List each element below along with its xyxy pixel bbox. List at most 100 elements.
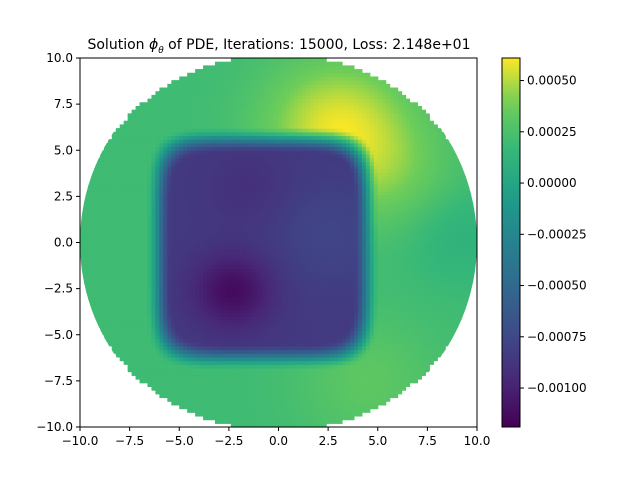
heatmap-cell bbox=[258, 393, 264, 399]
heatmap-cell bbox=[306, 319, 311, 325]
heatmap-cell bbox=[274, 371, 280, 376]
heatmap-cell bbox=[135, 253, 141, 258]
heatmap-cell bbox=[151, 194, 157, 199]
heatmap-cell bbox=[262, 102, 268, 107]
heatmap-cell bbox=[250, 393, 256, 399]
heatmap-cell bbox=[266, 249, 272, 255]
heatmap-cell bbox=[135, 128, 141, 133]
heatmap-cell bbox=[187, 331, 192, 336]
heatmap-cell bbox=[211, 209, 216, 214]
heatmap-cell bbox=[214, 323, 220, 328]
heatmap-cell bbox=[306, 150, 311, 155]
heatmap-cell bbox=[91, 257, 97, 262]
heatmap-cell bbox=[258, 194, 264, 199]
heatmap-cell bbox=[286, 367, 292, 373]
heatmap-cell bbox=[139, 246, 145, 251]
heatmap-cell bbox=[187, 386, 192, 391]
heatmap-cell bbox=[119, 128, 125, 133]
heatmap-cell bbox=[155, 308, 160, 314]
heatmap-cell bbox=[183, 253, 188, 258]
heatmap-cell bbox=[294, 297, 299, 303]
heatmap-cell bbox=[222, 356, 228, 362]
heatmap-cell bbox=[226, 113, 232, 118]
heatmap-cell bbox=[203, 131, 208, 137]
heatmap-cell bbox=[310, 283, 315, 288]
heatmap-cell bbox=[286, 275, 292, 280]
heatmap-cell bbox=[246, 246, 252, 251]
heatmap-cell bbox=[286, 176, 292, 181]
heatmap-cell bbox=[242, 142, 248, 148]
heatmap-cell bbox=[306, 382, 311, 388]
heatmap-cell bbox=[207, 187, 212, 192]
heatmap-cell bbox=[163, 305, 168, 310]
heatmap-cell bbox=[230, 397, 236, 402]
heatmap-cell bbox=[211, 83, 216, 89]
heatmap-cell bbox=[139, 316, 145, 321]
heatmap-cell bbox=[203, 353, 208, 358]
heatmap-cell bbox=[218, 342, 224, 347]
heatmap-cell bbox=[139, 238, 145, 244]
heatmap-cell bbox=[207, 128, 212, 133]
heatmap-cell bbox=[290, 367, 295, 373]
heatmap-cell bbox=[147, 305, 153, 310]
heatmap-cell bbox=[191, 157, 196, 162]
heatmap-cell bbox=[175, 390, 180, 395]
heatmap-cell bbox=[226, 331, 232, 336]
heatmap-cell bbox=[250, 227, 256, 233]
heatmap-cell bbox=[266, 279, 272, 284]
heatmap-cell bbox=[211, 305, 216, 310]
heatmap-cell bbox=[214, 98, 220, 103]
heatmap-cell bbox=[207, 286, 212, 292]
heatmap-cell bbox=[151, 375, 157, 380]
heatmap-cell bbox=[274, 334, 280, 340]
heatmap-cell bbox=[191, 275, 196, 280]
heatmap-cell bbox=[270, 220, 276, 225]
heatmap-cell bbox=[286, 183, 292, 188]
heatmap-cell bbox=[211, 260, 216, 266]
heatmap-cell bbox=[262, 120, 268, 126]
heatmap-cell bbox=[211, 124, 216, 129]
heatmap-cell bbox=[226, 367, 232, 373]
heatmap-cell bbox=[310, 279, 315, 284]
heatmap-cell bbox=[179, 279, 184, 284]
heatmap-cell bbox=[179, 117, 184, 122]
heatmap-cell bbox=[183, 172, 188, 177]
heatmap-cell bbox=[286, 401, 292, 406]
heatmap-cell bbox=[203, 279, 208, 284]
heatmap-cell bbox=[278, 319, 284, 325]
heatmap-cell bbox=[147, 205, 153, 210]
heatmap-cell bbox=[147, 187, 153, 192]
heatmap-cell bbox=[143, 216, 149, 221]
heatmap-cell bbox=[199, 157, 204, 162]
heatmap-cell bbox=[143, 353, 149, 358]
heatmap-cell bbox=[270, 142, 276, 148]
heatmap-cell bbox=[286, 238, 292, 244]
heatmap-cell bbox=[230, 249, 236, 255]
heatmap-cell bbox=[127, 297, 133, 303]
heatmap-cell bbox=[238, 349, 244, 354]
heatmap-cell bbox=[222, 117, 228, 122]
heatmap-cell bbox=[290, 72, 295, 78]
heatmap-cell bbox=[195, 401, 200, 406]
heatmap-cell bbox=[203, 375, 208, 380]
heatmap-cell bbox=[103, 198, 109, 203]
heatmap-cell bbox=[250, 356, 256, 362]
heatmap-cell bbox=[179, 205, 184, 210]
heatmap-cell bbox=[230, 98, 236, 103]
heatmap-cell bbox=[218, 153, 224, 159]
heatmap-cell bbox=[171, 216, 176, 221]
heatmap-cell bbox=[242, 220, 248, 225]
heatmap-cell bbox=[83, 227, 89, 233]
heatmap-cell bbox=[191, 87, 196, 92]
heatmap-cell bbox=[151, 198, 157, 203]
heatmap-cell bbox=[214, 408, 220, 413]
heatmap-cell bbox=[115, 139, 121, 144]
heatmap-cell bbox=[230, 238, 236, 244]
heatmap-cell bbox=[143, 301, 149, 306]
heatmap-cell bbox=[143, 142, 149, 148]
heatmap-cell bbox=[159, 224, 164, 229]
heatmap-cell bbox=[230, 283, 236, 288]
heatmap-cell bbox=[258, 235, 264, 240]
heatmap-cell bbox=[290, 275, 295, 280]
heatmap-cell bbox=[123, 334, 129, 340]
